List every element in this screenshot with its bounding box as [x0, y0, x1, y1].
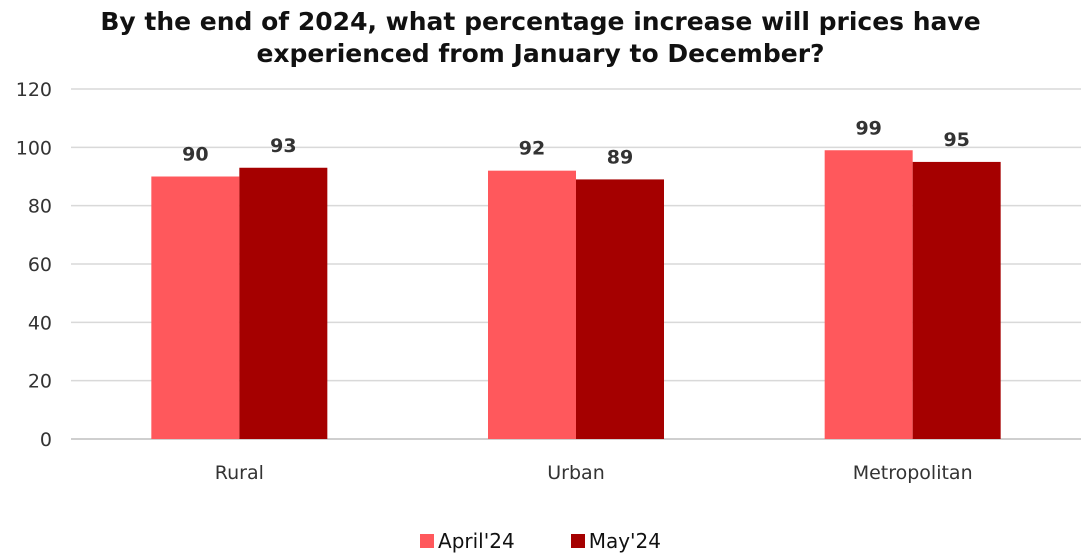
data-labels: 90 93 92 89 99 95	[182, 117, 970, 168]
chart-title: By the end of 2024, what percentage incr…	[0, 6, 1081, 70]
y-tick-label: 40	[28, 312, 52, 334]
x-axis-categories: Rural Urban Metropolitan	[215, 462, 973, 484]
bar-metropolitan-april	[824, 150, 913, 439]
legend: April'24 May'24	[0, 529, 1081, 553]
legend-item-may: May'24	[570, 529, 661, 553]
data-label: 90	[182, 144, 208, 166]
data-label: 95	[943, 129, 969, 151]
chart-title-line-1: By the end of 2024, what percentage incr…	[100, 7, 981, 36]
data-label: 99	[855, 117, 881, 139]
category-label: Metropolitan	[853, 462, 973, 484]
chart-title-line-2: experienced from January to December?	[256, 39, 825, 68]
data-label: 92	[519, 138, 545, 160]
y-tick-label: 80	[28, 196, 52, 218]
y-tick-label: 60	[28, 254, 52, 276]
y-tick-label: 120	[16, 79, 52, 101]
category-label: Rural	[215, 462, 264, 484]
legend-item-april: April'24	[420, 529, 515, 553]
y-tick-label: 20	[28, 371, 52, 393]
legend-swatch-may	[570, 534, 585, 548]
legend-label-april: April'24	[438, 529, 515, 553]
data-label: 89	[607, 146, 633, 168]
legend-swatch-april	[420, 534, 435, 548]
y-axis-ticks: 0 20 40 60 80 100 120	[16, 79, 52, 451]
bar-urban-april	[488, 170, 576, 439]
bar-rural-april	[151, 176, 240, 439]
bar-urban-may	[576, 179, 664, 439]
legend-label-may: May'24	[588, 529, 661, 553]
bar-metropolitan-may	[912, 161, 1001, 439]
data-label: 93	[270, 135, 296, 157]
y-tick-label: 100	[16, 137, 52, 159]
bar-rural-may	[239, 167, 328, 439]
category-label: Urban	[547, 462, 604, 484]
bars	[151, 150, 1001, 439]
y-tick-label: 0	[40, 429, 52, 451]
